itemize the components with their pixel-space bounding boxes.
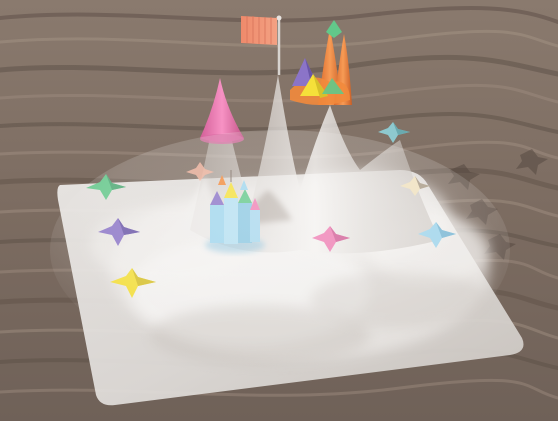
flag [241,15,282,75]
haze [50,130,510,370]
summit-pyramids [292,58,344,98]
cyan-star-back [378,122,410,143]
